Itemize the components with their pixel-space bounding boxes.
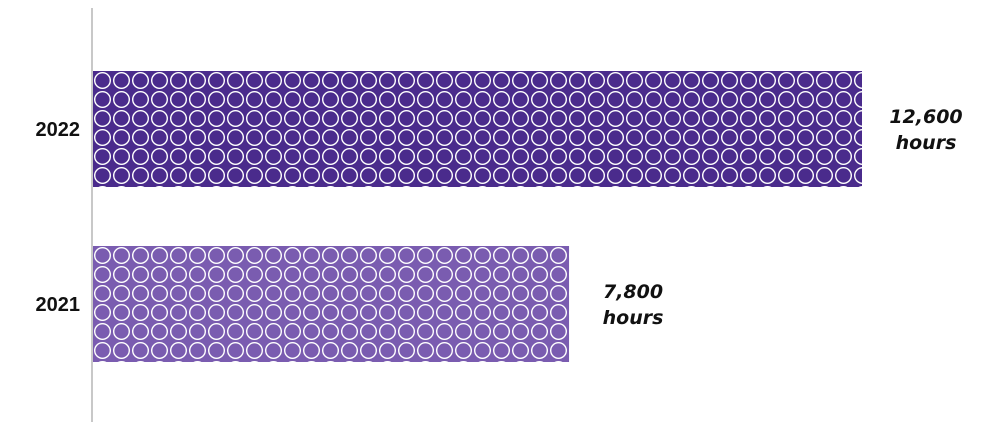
bar-2022 [93, 71, 862, 187]
data-label-2022: 12,600 hours [889, 106, 962, 154]
category-label-2022: 2022 [36, 119, 81, 141]
bar-2021 [93, 246, 570, 362]
bars-layer [93, 71, 862, 362]
labels-layer: 2022 12,600 hours 2021 7,800 hours [36, 106, 963, 329]
category-label-2021: 2021 [36, 294, 81, 316]
data-label-2021: 7,800 hours [603, 281, 664, 329]
